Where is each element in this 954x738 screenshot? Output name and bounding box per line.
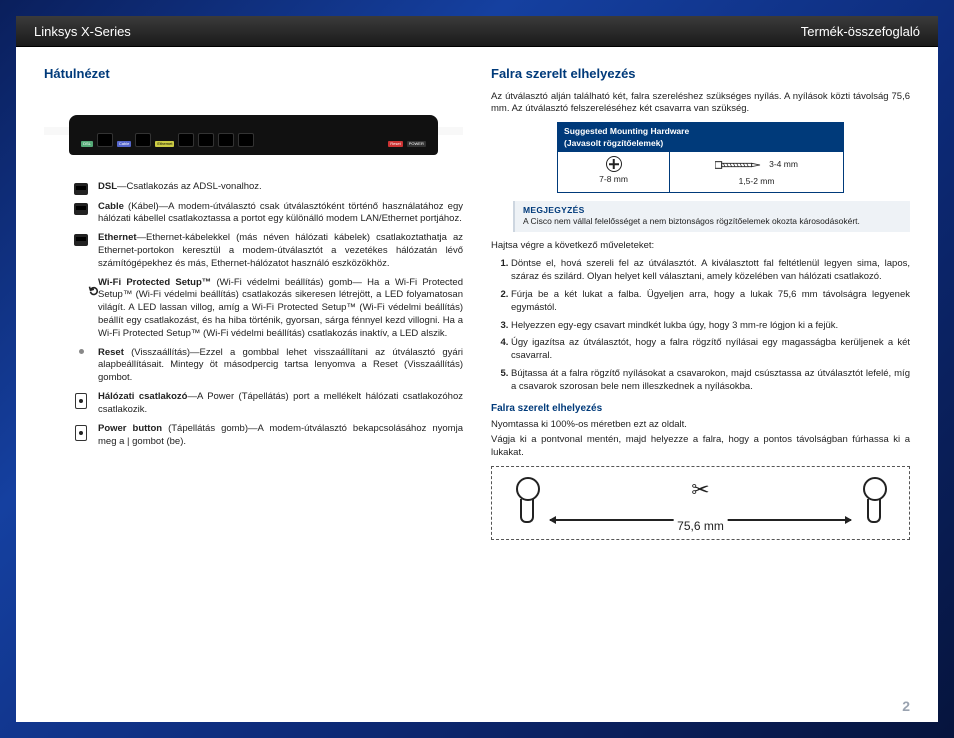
step-1: Döntse el, hová szereli fel az útválaszt…	[511, 258, 910, 284]
hw-dim-length: 3-4 mm	[769, 159, 798, 170]
note-box: MEGJEGYZÉS A Cisco nem vállal felelősség…	[513, 201, 910, 232]
left-column: Hátulnézet DSL Cable Ethernet Res	[44, 65, 463, 540]
hw-head-line1: Suggested Mounting Hardware	[564, 126, 837, 137]
port-row: DSL Cable Ethernet Reset POWER	[81, 133, 426, 147]
note-body: A Cisco nem vállal felelősséget a nem bi…	[523, 216, 860, 226]
scissors-icon: ✂	[691, 475, 709, 505]
step-4: Úgy igazítsa az útválasztót, hogy a falr…	[511, 337, 910, 363]
router-body: DSL Cable Ethernet Reset POWER	[69, 115, 438, 155]
step-2: Fúrja be a két lukat a falba. Ügyeljen a…	[511, 289, 910, 315]
port-label-dsl: DSL	[81, 141, 93, 146]
step-3: Helyezzen egy-egy csavart mindkét lukba …	[511, 320, 910, 333]
port-label-reset: Reset	[388, 141, 402, 146]
hardware-table-header: Suggested Mounting Hardware (Javasolt rö…	[558, 123, 843, 152]
wall-mount-title: Falra szerelt elhelyezés	[491, 65, 910, 83]
port-icon	[238, 133, 254, 147]
step-5: Bújtassa át a falra rögzítő nyílásokat a…	[511, 368, 910, 394]
desc-text: Power button (Tápellátás gomb)—A modem-ú…	[98, 423, 463, 449]
print-line-2: Vágja ki a pontvonal mentén, majd helyez…	[491, 434, 910, 460]
header-left: Linksys X-Series	[34, 24, 131, 39]
port-icon	[198, 133, 214, 147]
port-icon	[72, 201, 90, 227]
steps-intro: Hajtsa végre a következő műveleteket:	[491, 240, 910, 253]
hw-cell-screw-side: 3-4 mm 1,5-2 mm	[670, 152, 843, 191]
port-label-ethernet: Ethernet	[155, 141, 174, 146]
desc-dsl: DSL—Csatlakozás az ADSL-vonalhoz.	[72, 181, 463, 195]
note-title: MEGJEGYZÉS	[523, 205, 585, 215]
desc-ethernet: Ethernet—Ethernet-kábelekkel (más néven …	[72, 232, 463, 270]
mounting-template: ✂ 75,6 mm	[491, 466, 910, 540]
desc-text: Wi-Fi Protected Setup™ (Wi-Fi védelmi be…	[98, 277, 463, 341]
reset-dot-icon	[72, 347, 90, 385]
power-button-icon	[72, 423, 90, 449]
desc-text: Reset (Visszaállítás)—Ezzel a gombbal le…	[98, 347, 463, 385]
router-rear-image: DSL Cable Ethernet Reset POWER	[44, 91, 463, 171]
wall-mount-intro: Az útválasztó alján található két, falra…	[491, 91, 910, 117]
header-right: Termék-összefoglaló	[801, 24, 920, 39]
dimension-label: 75,6 mm	[673, 518, 728, 534]
port-label-power: POWER	[407, 141, 426, 146]
document-page: Linksys X-Series Termék-összefoglaló Hát…	[16, 16, 938, 722]
content-area: Hátulnézet DSL Cable Ethernet Res	[16, 47, 938, 540]
port-icon	[218, 133, 234, 147]
port-icon	[72, 181, 90, 195]
desc-wps: ⟲ Wi-Fi Protected Setup™ (Wi-Fi védelmi …	[72, 277, 463, 341]
desc-text: Hálózati csatlakozó—A Power (Tápellátás)…	[98, 391, 463, 417]
desc-power-port: Hálózati csatlakozó—A Power (Tápellátás)…	[72, 391, 463, 417]
screw-side-icon: 3-4 mm	[715, 156, 798, 174]
description-list: DSL—Csatlakozás az ADSL-vonalhoz. Cable …	[44, 181, 463, 449]
rear-view-title: Hátulnézet	[44, 65, 463, 83]
page-number: 2	[902, 698, 910, 714]
port-icon	[72, 232, 90, 270]
desc-text: Ethernet—Ethernet-kábelekkel (más néven …	[98, 232, 463, 270]
port-label-cable: Cable	[117, 141, 131, 146]
hw-cell-screw-head: 7-8 mm	[558, 152, 670, 191]
print-line-1: Nyomtassa ki 100%-os méretben ezt az old…	[491, 419, 910, 432]
header-bar: Linksys X-Series Termék-összefoglaló	[16, 16, 938, 47]
desc-cable: Cable (Kábel)—A modem-útválasztó csak út…	[72, 201, 463, 227]
power-port-icon	[72, 391, 90, 417]
steps-list: Döntse el, hová szereli fel az útválaszt…	[491, 258, 910, 393]
template-subheading: Falra szerelt elhelyezés	[491, 402, 910, 416]
screw-head-icon	[606, 156, 622, 172]
desc-text: Cable (Kábel)—A modem-útválasztó csak út…	[98, 201, 463, 227]
hw-dim-shaft: 1,5-2 mm	[739, 176, 775, 187]
keyhole-left-icon	[516, 477, 538, 523]
hw-head-line2: (Javasolt rögzítőelemek)	[564, 138, 837, 149]
desc-reset: Reset (Visszaállítás)—Ezzel a gombbal le…	[72, 347, 463, 385]
hardware-table: Suggested Mounting Hardware (Javasolt rö…	[557, 122, 844, 192]
port-icon	[178, 133, 194, 147]
desc-power-button: Power button (Tápellátás gomb)—A modem-ú…	[72, 423, 463, 449]
desc-text: DSL—Csatlakozás az ADSL-vonalhoz.	[98, 181, 463, 195]
port-icon	[135, 133, 151, 147]
keyhole-right-icon	[863, 477, 885, 523]
hardware-table-body: 7-8 mm 3-4 mm 1,5-2 mm	[558, 152, 843, 191]
right-column: Falra szerelt elhelyezés Az útválasztó a…	[491, 65, 910, 540]
wps-icon: ⟲	[72, 277, 90, 341]
hw-dim-head: 7-8 mm	[599, 174, 628, 185]
port-icon	[97, 133, 113, 147]
